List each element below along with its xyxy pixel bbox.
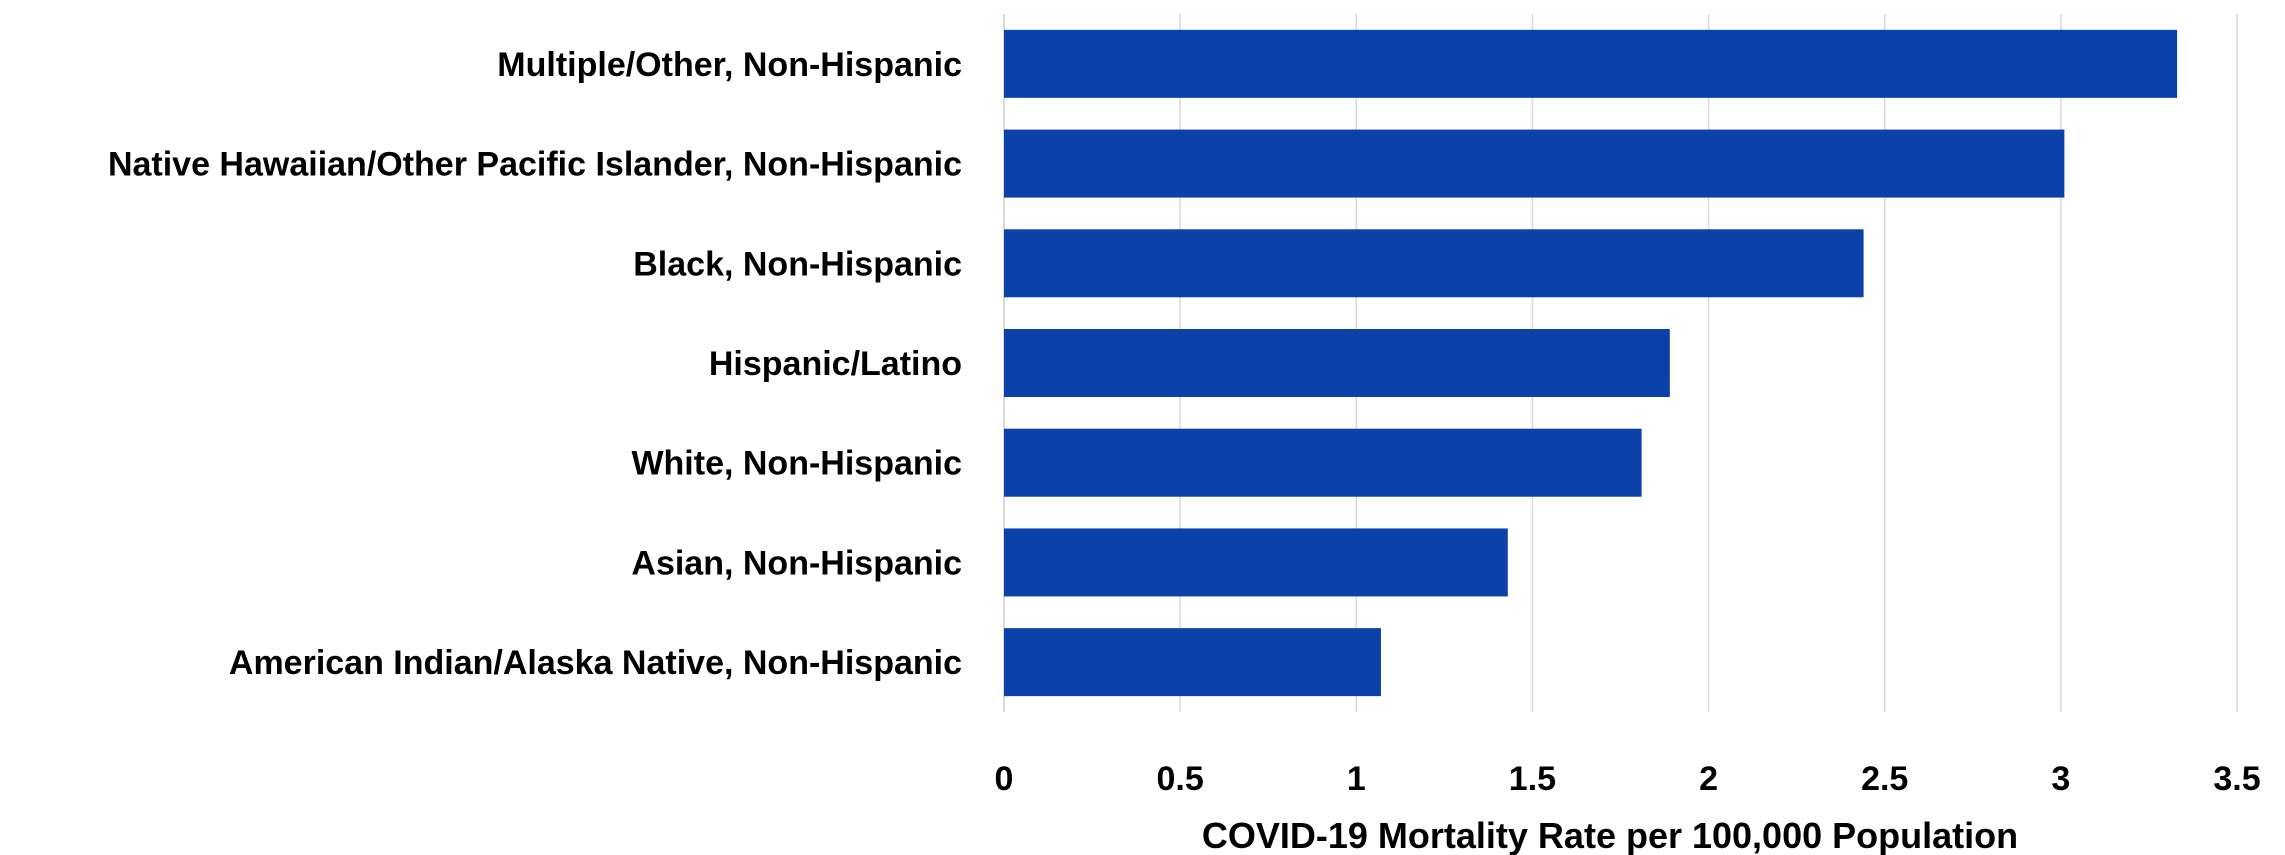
bars: [1004, 29, 2178, 697]
x-tick-label: 3.5: [2213, 760, 2260, 798]
x-axis-title: COVID-19 Mortality Rate per 100,000 Popu…: [1202, 815, 2018, 855]
bar: [1004, 528, 1508, 597]
bar: [1004, 628, 1381, 697]
category-label: Hispanic/Latino: [709, 345, 962, 383]
category-label: Asian, Non-Hispanic: [631, 544, 962, 582]
category-label: Black, Non-Hispanic: [633, 245, 962, 283]
x-tick-label: 1.5: [1509, 760, 1556, 798]
bar: [1004, 428, 1642, 497]
x-tick-label: 2: [1699, 760, 1718, 798]
x-tick-label: 0.5: [1157, 760, 1204, 798]
category-label: White, Non-Hispanic: [631, 445, 962, 483]
x-tick-labels: 0 0.5 1 1.5 2 2.5 3 3.5: [995, 760, 2261, 798]
bar: [1004, 129, 2065, 198]
category-label: Native Hawaiian/Other Pacific Islander, …: [108, 146, 962, 184]
x-tick-label: 3: [2051, 760, 2070, 798]
bar: [1004, 229, 1864, 298]
category-labels: Multiple/Other, Non-Hispanic Native Hawai…: [108, 46, 962, 682]
x-tick-label: 1: [1347, 760, 1366, 798]
x-tick-label: 2.5: [1861, 760, 1908, 798]
category-label: Multiple/Other, Non-Hispanic: [497, 46, 962, 84]
x-tick-label: 0: [995, 760, 1014, 798]
bar: [1004, 329, 1670, 397]
category-label: American Indian/Alaska Native, Non-Hispa…: [229, 644, 962, 682]
bar: [1004, 29, 2178, 98]
